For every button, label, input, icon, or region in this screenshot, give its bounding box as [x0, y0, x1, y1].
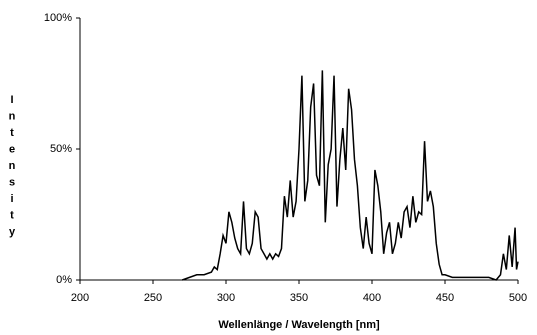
y-tick-label: 100% — [44, 12, 72, 24]
y-tick-label: 0% — [56, 274, 72, 286]
y-tick-label: 50% — [50, 143, 72, 155]
y-axis-label: IntensityI n t e n s i t y — [9, 94, 16, 238]
line — [181, 70, 519, 281]
x-tick-label: 200 — [71, 292, 89, 304]
x-tick-label: 300 — [217, 292, 235, 304]
x-tick-label: 350 — [290, 292, 308, 304]
x-axis-label: Wellenlänge / Wavelength [nm] — [218, 319, 380, 331]
x-tick-label: 450 — [436, 292, 454, 304]
x-tick-label: 500 — [509, 292, 527, 304]
x-tick-label: 250 — [144, 292, 162, 304]
x-tick-label: 400 — [363, 292, 381, 304]
